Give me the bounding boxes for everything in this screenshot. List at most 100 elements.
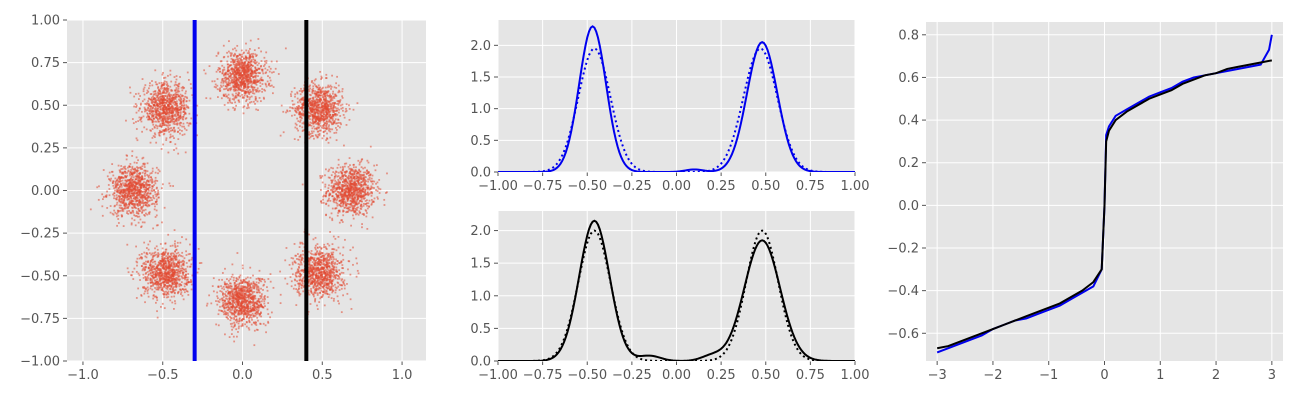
- scatter-point: [350, 182, 353, 185]
- scatter-point: [160, 187, 163, 190]
- scatter-point: [243, 57, 245, 60]
- scatter-point: [251, 86, 254, 89]
- scatter-point: [335, 139, 338, 142]
- scatter-point: [321, 119, 324, 122]
- scatter-point: [330, 105, 332, 108]
- scatter-point: [121, 201, 123, 204]
- scatter-point: [188, 122, 191, 125]
- scatter-point: [375, 182, 377, 185]
- scatter-point: [316, 109, 318, 112]
- scatter-point: [299, 120, 301, 123]
- scatter-point: [111, 182, 114, 184]
- scatter-point: [230, 61, 232, 63]
- scatter-point: [320, 78, 323, 80]
- scatter-point: [328, 96, 331, 99]
- scatter-point: [130, 223, 133, 226]
- scatter-point: [314, 90, 317, 93]
- scatter-point: [344, 178, 347, 180]
- scatter-point: [353, 184, 355, 187]
- scatter-point: [312, 125, 315, 128]
- scatter-point: [177, 85, 180, 88]
- scatter-point: [146, 199, 149, 202]
- scatter-point: [155, 112, 158, 114]
- scatter-point: [322, 86, 324, 89]
- scatter-point: [157, 132, 160, 134]
- scatter-point: [330, 88, 332, 90]
- scatter-point: [130, 184, 132, 187]
- scatter-point: [228, 40, 230, 43]
- scatter-point: [357, 171, 360, 174]
- scatter-point: [262, 96, 265, 99]
- scatter-point: [237, 63, 240, 66]
- scatter-point: [179, 93, 182, 96]
- scatter-point: [344, 200, 346, 203]
- scatter-point: [101, 205, 104, 208]
- scatter-point: [153, 203, 156, 205]
- scatter-point: [345, 203, 348, 206]
- scatter-point: [186, 97, 189, 100]
- scatter-point: [156, 113, 159, 116]
- scatter-point: [236, 83, 239, 86]
- scatter-point: [184, 151, 187, 154]
- scatter-point: [252, 100, 255, 103]
- scatter-point: [315, 93, 318, 96]
- scatter-point: [120, 171, 123, 174]
- scatter-point: [350, 197, 353, 200]
- scatter-point: [126, 185, 129, 188]
- scatter-point: [165, 139, 168, 141]
- scatter-point: [135, 106, 137, 108]
- scatter-point: [303, 99, 306, 102]
- scatter-point: [327, 120, 330, 123]
- scatter-point: [149, 118, 152, 121]
- scatter-point: [135, 207, 138, 210]
- scatter-point: [139, 186, 142, 189]
- scatter-point: [299, 125, 301, 128]
- scatter-point: [328, 193, 331, 196]
- scatter-point: [171, 101, 173, 103]
- scatter-point: [336, 166, 339, 169]
- scatter-point: [179, 76, 181, 78]
- scatter-point: [341, 88, 344, 90]
- scatter-point: [228, 84, 231, 86]
- scatter-point: [172, 185, 175, 187]
- scatter-point: [367, 161, 370, 164]
- scatter-point: [130, 222, 133, 225]
- scatter-point: [160, 286, 162, 289]
- scatter-point: [153, 113, 156, 116]
- scatter-point: [170, 119, 172, 122]
- scatter-point: [174, 123, 176, 126]
- scatter-point: [341, 177, 344, 180]
- scatter-point: [150, 110, 153, 113]
- scatter-point: [240, 59, 243, 62]
- scatter-point: [309, 107, 311, 109]
- scatter-point: [296, 127, 298, 130]
- scatter-point: [362, 171, 365, 174]
- scatter-point: [139, 218, 142, 221]
- scatter-point: [245, 69, 248, 72]
- scatter-point: [175, 117, 178, 120]
- scatter-point: [257, 68, 260, 70]
- scatter-point: [359, 205, 362, 208]
- y-tick-label: 0.75: [31, 56, 60, 71]
- scatter-point: [341, 205, 344, 208]
- scatter-point: [321, 175, 324, 177]
- scatter-point: [104, 195, 107, 197]
- scatter-point: [174, 143, 177, 146]
- scatter-point: [178, 266, 180, 268]
- scatter-point: [165, 118, 167, 120]
- scatter-point: [129, 177, 132, 180]
- scatter-point: [291, 114, 293, 117]
- scatter-point: [188, 112, 191, 115]
- scatter-point: [177, 106, 180, 109]
- scatter-point: [155, 224, 158, 227]
- x-tick-label: 1.0: [392, 368, 413, 383]
- scatter-point: [329, 121, 332, 124]
- scatter-point: [165, 84, 168, 86]
- scatter-point: [233, 88, 236, 91]
- scatter-point: [313, 79, 316, 82]
- scatter-point: [372, 201, 375, 203]
- scatter-point: [133, 192, 136, 195]
- scatter-point: [338, 188, 341, 191]
- scatter-point: [157, 168, 160, 171]
- scatter-point: [282, 110, 285, 113]
